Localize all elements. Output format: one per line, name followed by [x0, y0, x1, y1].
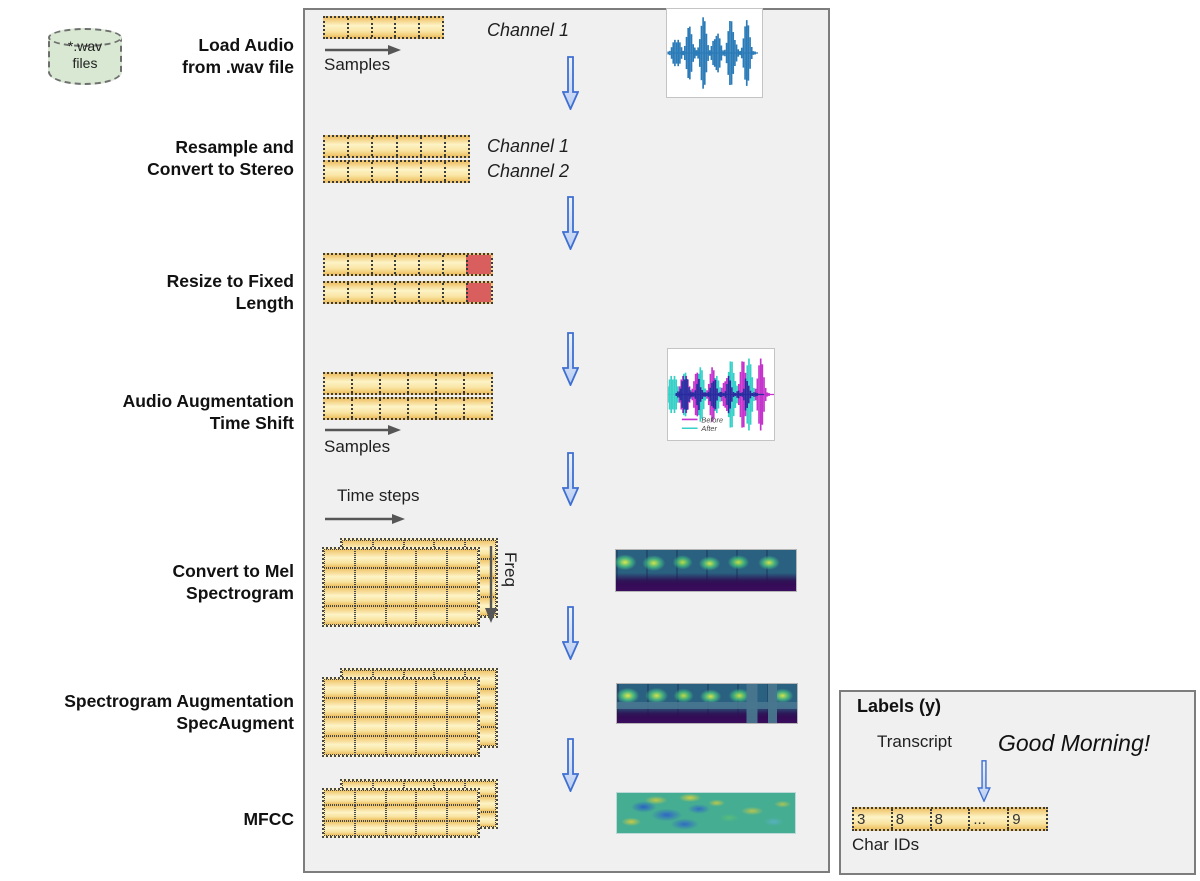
stage-label-line: Convert to Stereo — [147, 158, 294, 179]
stage-label-line: Convert to Mel — [172, 561, 294, 581]
stage-label-line: Spectrogram — [186, 582, 294, 603]
flow-arrow-down-icon — [562, 606, 579, 660]
char-ids-strip: 3 8 8 ... 9 — [852, 807, 1048, 831]
stage-label-line: Audio Augmentation — [122, 391, 294, 411]
stage-label-line: Time Shift — [209, 412, 294, 433]
flow-arrow-down-icon — [562, 332, 579, 386]
samples-axis-label: Samples — [324, 437, 391, 456]
stage-label-line: MFCC — [243, 809, 294, 829]
stage-label-line: Load Audio — [198, 35, 294, 55]
wav-files-label: *.wav files — [48, 38, 122, 72]
mel-spectrogram-thumbnail — [615, 549, 797, 592]
char-id-cell: 9 — [1007, 809, 1046, 829]
waveform-thumbnail — [666, 8, 763, 98]
flow-arrow-down-icon — [562, 452, 579, 506]
flow-arrow-down-icon — [562, 196, 579, 250]
transcript-arrow-down-icon — [977, 760, 991, 802]
legend-after: After — [700, 424, 717, 433]
time-steps-axis-arrow-icon — [325, 514, 405, 524]
sample-strip-ch2 — [323, 160, 470, 183]
char-id-cell: ... — [968, 809, 1007, 829]
legend-before: Before — [701, 415, 723, 424]
channel1-label: Channel 1 — [487, 20, 570, 40]
stage-label-resize: Resize to Fixed Length — [0, 271, 294, 314]
samples-axis-arrow-icon — [325, 425, 401, 435]
stage-label-line: SpecAugment — [176, 712, 294, 733]
wav-files-cylinder-top — [48, 28, 122, 47]
char-ids-label: Char IDs — [852, 835, 920, 854]
stage-label-line: Length — [235, 292, 294, 313]
channel1-label: Channel 1 — [487, 136, 570, 156]
mel-grid-front — [322, 547, 480, 627]
stage-label-line: Spectrogram Augmentation — [64, 691, 294, 711]
flow-arrow-down-icon — [562, 738, 579, 792]
sample-strip-padded-ch2 — [323, 281, 493, 304]
sample-strip-ch1 — [323, 135, 470, 158]
channel2-label: Channel 2 — [487, 161, 570, 181]
sample-strip-mono — [323, 16, 444, 39]
stage-label-line: Resample and — [175, 137, 294, 157]
labels-panel-title: Labels (y) — [857, 696, 942, 716]
flow-arrow-down-icon — [562, 56, 579, 110]
transcript-label: Transcript — [877, 732, 952, 751]
char-id-cell: 8 — [890, 809, 930, 829]
stage-label-line: from .wav file — [182, 56, 294, 77]
mfcc-thumbnail — [616, 792, 796, 834]
sample-strip-padded-ch1 — [323, 253, 493, 276]
freq-axis-label: Freq — [501, 552, 520, 587]
wav-files-label-line2: files — [72, 55, 98, 71]
transcript-value: Good Morning! — [998, 730, 1151, 756]
labels-panel — [839, 690, 1196, 875]
augmented-waveform-thumbnail: Before After — [667, 348, 775, 441]
samples-axis-arrow-icon — [325, 45, 401, 55]
mfcc-grid-front — [322, 788, 480, 838]
samples-axis-label: Samples — [324, 55, 391, 74]
wav-files-label-line1: *.wav — [67, 38, 103, 54]
stage-label-load-audio: Load Audio from .wav file — [0, 35, 294, 78]
char-id-cell: 8 — [929, 809, 969, 829]
specaugment-spectrogram-thumbnail — [616, 683, 798, 724]
stage-label-mel: Convert to Mel Spectrogram — [0, 561, 294, 604]
stage-label-augment: Audio Augmentation Time Shift — [0, 391, 294, 434]
freq-axis-arrow-icon — [485, 546, 497, 623]
stage-label-specaugment: Spectrogram Augmentation SpecAugment — [0, 691, 294, 734]
sample-strip-shifted-ch2 — [323, 397, 493, 420]
stage-label-mfcc: MFCC — [0, 809, 294, 831]
time-steps-axis-label: Time steps — [337, 486, 420, 505]
char-id-cell: 3 — [857, 811, 866, 828]
sample-strip-shifted-ch1 — [323, 372, 493, 395]
stage-label-resample: Resample and Convert to Stereo — [0, 137, 294, 180]
stage-label-line: Resize to Fixed — [166, 271, 294, 291]
specaugment-grid-front — [322, 677, 480, 757]
